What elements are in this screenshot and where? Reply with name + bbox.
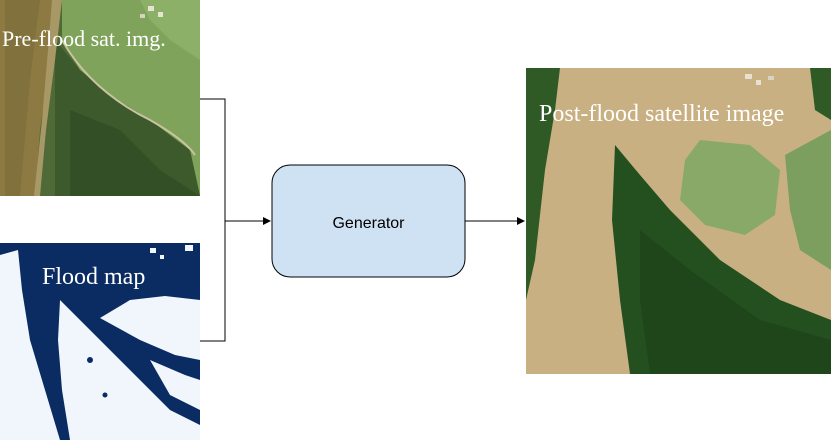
flood-map-image: Flood map — [0, 243, 200, 440]
pre-flood-label: Pre-flood sat. img. — [2, 26, 166, 51]
pre-flood-satellite-image: Pre-flood sat. img. — [0, 0, 200, 196]
input-connector — [200, 98, 271, 342]
flood-map-label: Flood map — [42, 264, 145, 290]
post-flood-satellite-image: Post-flood satellite image — [526, 68, 831, 374]
generator-block: Generator — [271, 164, 466, 278]
generator-label: Generator — [332, 215, 405, 232]
post-flood-label: Post-flood satellite image — [539, 101, 784, 127]
